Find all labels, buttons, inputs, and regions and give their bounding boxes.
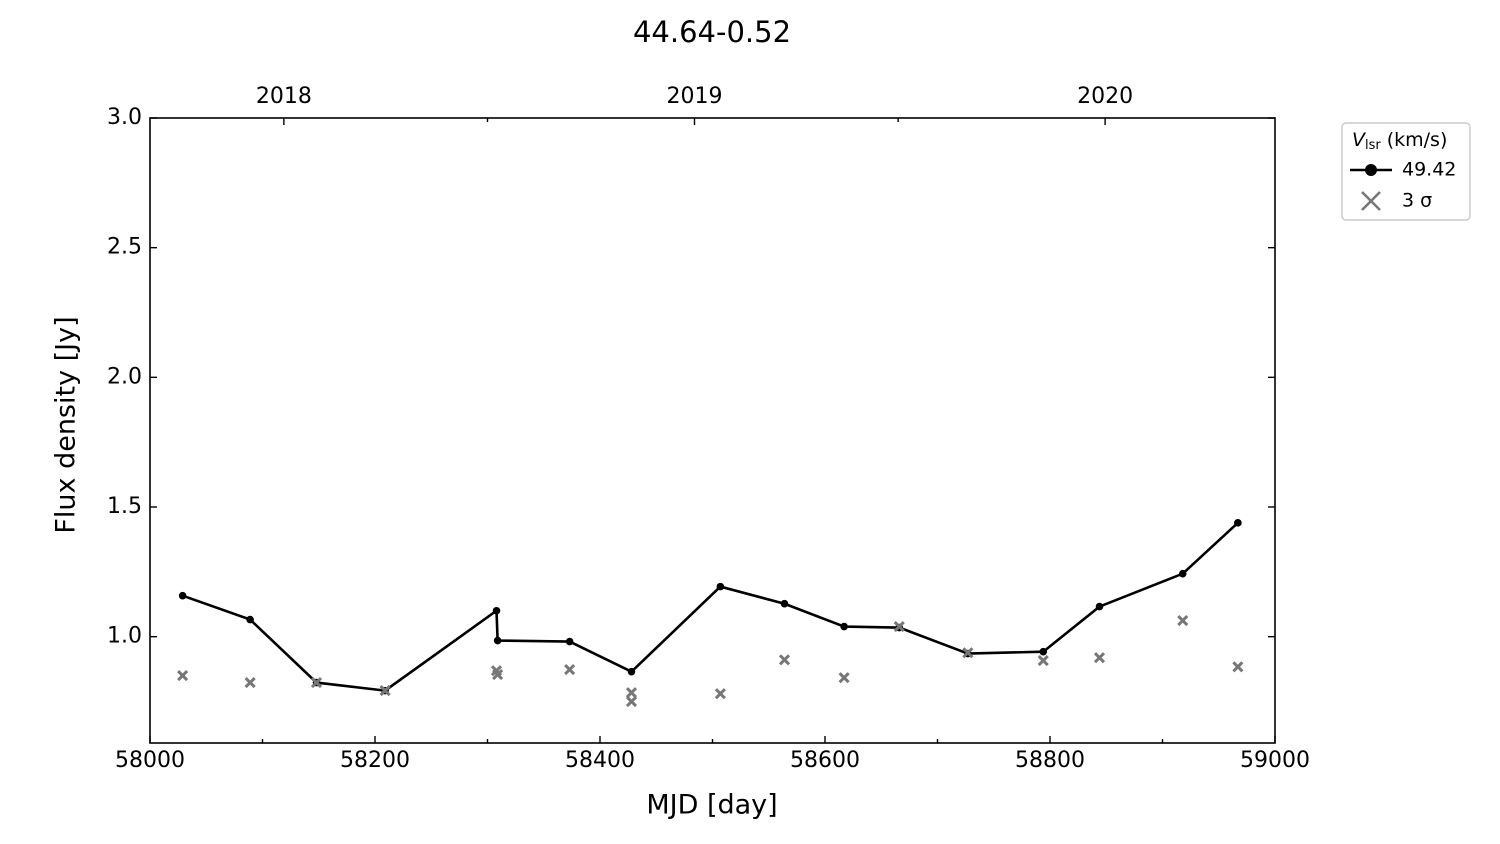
cross-marker [1232,661,1244,673]
data-point [565,637,574,646]
series-line [182,521,1239,692]
x2-tick-label: 2020 [1077,84,1133,109]
legend-box [1341,122,1471,221]
legend-title-subscript: lsr [1365,138,1381,153]
x-tick-label: 58000 [115,748,185,773]
legend-title-symbol: V [1352,129,1367,151]
y-tick-label: 2.5 [107,235,142,260]
cross-marker [177,670,189,682]
x-tick-label: 58800 [1015,748,1085,773]
data-point [716,582,725,591]
y-tick-label: 1.5 [107,494,142,519]
legend-title: Vlsr (km/s) [1352,129,1447,153]
data-point [1178,569,1187,578]
legend-label: 3 σ [1402,190,1432,212]
data-point [1095,602,1104,611]
y-tick-label: 2.0 [107,364,142,389]
legend-title-unit: (km/s) [1387,129,1448,151]
data-point [780,599,789,608]
cross-marker [492,668,504,681]
y-axis-label: Flux density [Jy] [51,316,82,533]
cross-marker [564,664,576,676]
cross-marker [714,688,726,700]
cross-marker [778,654,791,666]
cross-marker [625,687,638,699]
legend-marker [1361,191,1381,211]
data-point [178,591,187,600]
cross-marker [310,677,323,689]
legend-label: 49.42 [1402,159,1456,181]
x-tick-label: 59000 [1240,748,1310,773]
x2-tick-label: 2018 [256,84,312,109]
cross-marker [838,672,850,684]
legend-marker [1365,164,1377,176]
cross-marker [379,685,391,697]
x-tick-label: 58200 [340,748,410,773]
y-tick-label: 3.0 [107,105,142,130]
data-point [492,606,501,615]
cross-marker [1177,615,1189,627]
cross-marker [962,647,974,659]
data-point [1234,519,1242,527]
data-point [246,615,254,624]
plot-frame [149,117,1276,744]
x-axis-label: MJD [day] [646,790,777,821]
data-point [840,622,848,631]
chart-title: 44.64-0.52 [633,15,791,49]
data-point [627,667,636,676]
x-tick-label: 58400 [565,748,635,773]
data-point [493,636,502,645]
cross-marker [1093,652,1106,664]
x-tick-label: 58600 [790,748,860,773]
cross-marker [244,677,256,689]
cross-marker [625,695,638,708]
cross-marker [1037,654,1049,667]
data-point [1039,647,1048,656]
y-tick-label: 1.0 [107,624,142,649]
x2-tick-label: 2019 [667,84,723,109]
cross-marker [893,620,905,633]
